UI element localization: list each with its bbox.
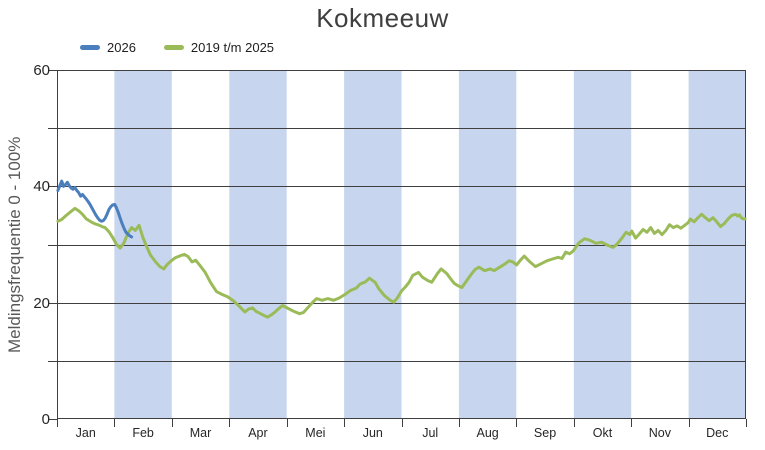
y-axis-label-0: 0 (41, 411, 50, 428)
plot-border (57, 70, 746, 419)
band-okt (573, 70, 632, 419)
x-axis-label-okt: Okt (592, 426, 613, 440)
legend-item-2026[interactable]: 2026 (80, 40, 136, 55)
legend-line-swatch-2019-2025-icon (163, 45, 184, 50)
legend-label-2019-2025: 2019 t/m 2025 (190, 40, 275, 55)
x-axis-label-jul: Jul (422, 426, 439, 440)
x-axis-label-feb: Feb (132, 426, 154, 440)
legend-item-2019-2025[interactable]: 2019 t/m 2025 (163, 40, 275, 55)
x-axis-label-mei: Mei (305, 426, 326, 440)
x-axis-label-mar: Mar (189, 426, 212, 440)
band-jun (344, 70, 402, 419)
x-axis-label-nov: Nov (648, 426, 671, 440)
band-apr (229, 70, 287, 419)
x-axis-label-dec: Dec (706, 426, 729, 440)
legend-label-2026: 2026 (107, 40, 136, 55)
legend-line-swatch-2026-icon (80, 45, 100, 50)
x-axis-label-aug: Aug (476, 426, 499, 440)
band-aug (458, 70, 517, 419)
series-line-2026 (56, 179, 134, 239)
x-axis-label-sep: Sep (533, 426, 557, 440)
y-axis-label-20: 20 (33, 294, 50, 312)
y-axis-label-60: 60 (33, 62, 50, 79)
x-axis-label-jun: Jun (362, 426, 383, 440)
band-dec (688, 70, 746, 419)
series-line-2019-t-m-2025 (56, 206, 747, 319)
x-axis-label-jan: Jan (75, 426, 96, 440)
y-axis-label-40: 40 (33, 178, 50, 196)
legend: 2026 2019 t/m 2025 (80, 40, 274, 55)
chart-title: Kokmeeuw (316, 3, 449, 33)
x-axis-label-apr: Apr (248, 426, 268, 440)
